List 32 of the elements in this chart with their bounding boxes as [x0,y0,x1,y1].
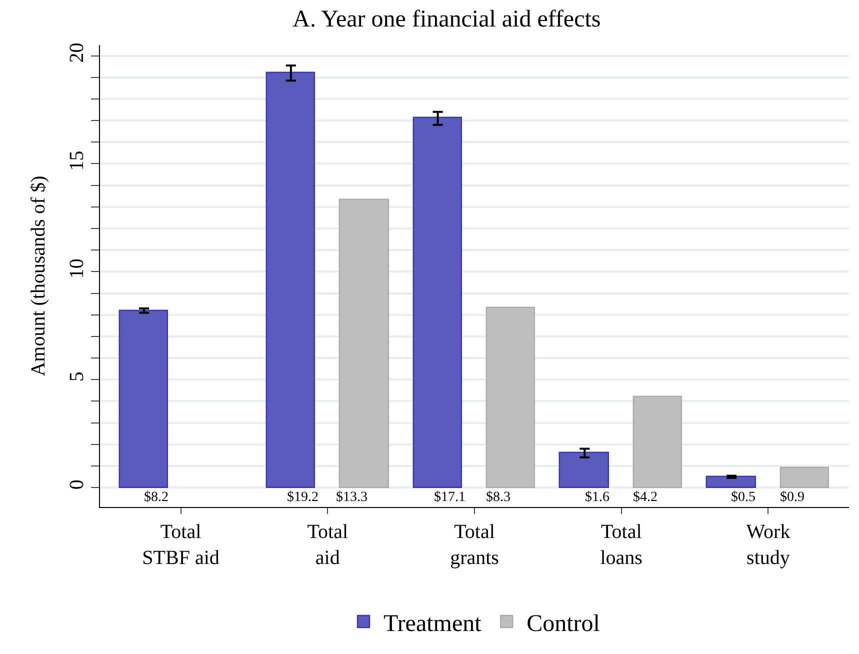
data-label: $8.3 [486,490,510,505]
legend-label: Control [526,610,600,637]
x-tick-label: Total loans [600,521,643,569]
bar [118,310,168,488]
data-label: $1.6 [585,490,610,505]
x-tick-label: Total aid [307,521,348,569]
y-tick-label: 5 [66,372,88,382]
bar [338,198,389,488]
bar [266,72,315,488]
data-label: $4.2 [633,490,658,505]
bar [632,396,682,488]
data-label: $0.9 [780,490,804,505]
bar [780,466,829,488]
data-label: $0.5 [731,490,756,505]
y-tick-label: 20 [66,42,88,63]
legend-label: Treatment [384,610,482,637]
x-tick-label: Work study [746,521,790,569]
data-label: $13.3 [336,490,368,505]
data-label: $17.1 [434,490,466,505]
bar [558,452,609,488]
y-tick-label: 15 [66,150,88,171]
data-label: $19.2 [287,490,318,505]
y-tick-label: 10 [66,258,88,279]
data-label: $8.2 [144,490,168,505]
x-tick-label: Total grants [450,521,500,569]
y-tick-label: 0 [66,480,88,490]
bar [706,476,756,488]
chart-title: A. Year one financial aid effects [292,6,601,33]
y-axis-title: Amount (thousands of $) [28,176,50,376]
bar [486,306,535,488]
bar [412,116,462,488]
x-tick-label: Total STBF aid [142,521,220,569]
